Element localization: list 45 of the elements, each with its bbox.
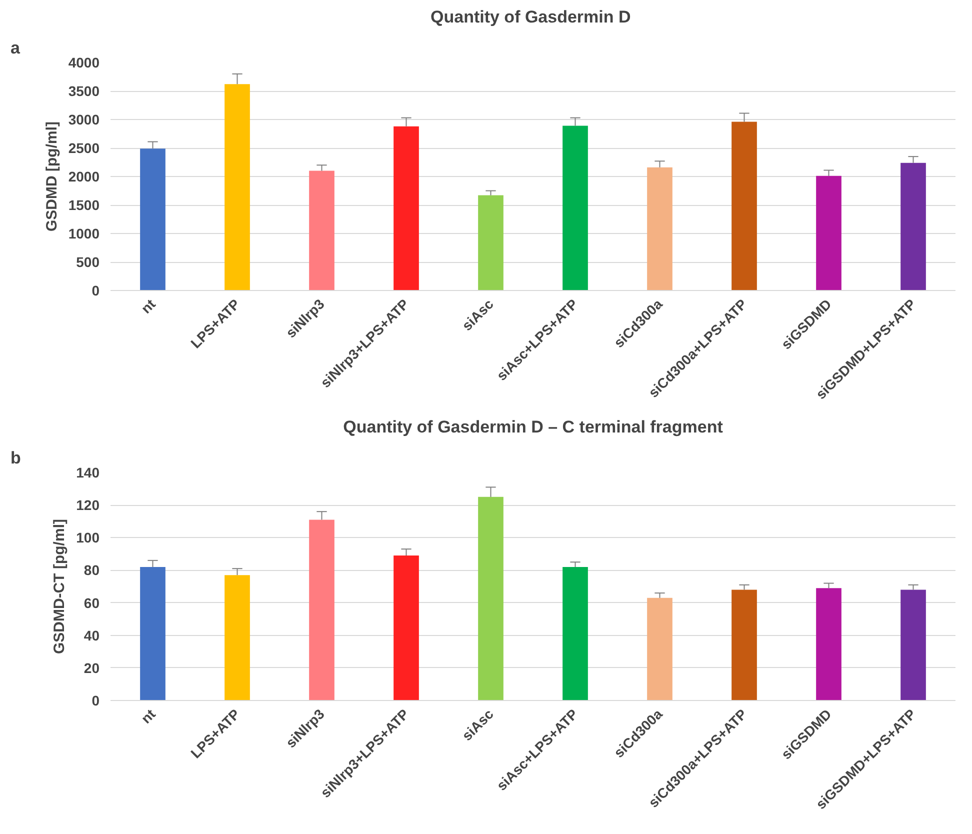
bar bbox=[562, 126, 588, 290]
bar bbox=[478, 496, 504, 700]
bar bbox=[224, 84, 250, 290]
y-tick-label: 500 bbox=[76, 254, 100, 270]
y-tick-label: 1000 bbox=[68, 226, 100, 242]
chart-title: Quantity of Gasdermin D – C terminal fragment bbox=[343, 418, 724, 436]
bar bbox=[647, 598, 672, 700]
bar bbox=[140, 148, 166, 290]
text: b bbox=[10, 448, 21, 468]
y-tick-label: 3500 bbox=[68, 83, 100, 99]
bar bbox=[816, 176, 842, 290]
y-axis-title: GSDMD-CT [pg/ml] bbox=[51, 519, 68, 654]
bar bbox=[900, 590, 926, 700]
y-tick-label: 60 bbox=[84, 594, 100, 611]
bar bbox=[732, 122, 757, 290]
bar bbox=[647, 167, 672, 290]
bar bbox=[562, 566, 588, 700]
y-axis-title: GSDMD [pg/ml] bbox=[43, 121, 60, 232]
bar bbox=[478, 195, 504, 290]
x-tick-label: nt bbox=[138, 706, 159, 726]
y-tick-label: 1500 bbox=[68, 197, 100, 213]
bar bbox=[309, 170, 334, 290]
y-tick-label: 80 bbox=[84, 562, 100, 578]
y-tick-label: 3000 bbox=[68, 112, 100, 128]
bar bbox=[732, 590, 757, 700]
bar bbox=[394, 556, 419, 700]
bar bbox=[224, 575, 250, 700]
bar bbox=[309, 520, 334, 700]
y-tick-label: 120 bbox=[76, 497, 100, 514]
y-tick-label: 2500 bbox=[68, 140, 100, 156]
chart-title: Quantity of Gasdermin D bbox=[430, 8, 631, 26]
y-tick-label: 0 bbox=[92, 692, 100, 708]
bar bbox=[394, 126, 419, 290]
y-tick-label: 20 bbox=[84, 660, 100, 676]
x-tick-label: nt bbox=[138, 296, 159, 316]
y-tick-label: 4000 bbox=[68, 54, 100, 70]
bar bbox=[900, 162, 926, 290]
y-tick-label: 0 bbox=[92, 282, 100, 298]
y-tick-label: 2000 bbox=[68, 168, 100, 184]
bar bbox=[140, 566, 166, 700]
y-tick-label: 100 bbox=[76, 530, 100, 546]
text: a bbox=[10, 38, 20, 58]
bar bbox=[816, 588, 842, 700]
y-tick-label: 140 bbox=[76, 464, 100, 480]
y-tick-label: 40 bbox=[84, 627, 100, 644]
